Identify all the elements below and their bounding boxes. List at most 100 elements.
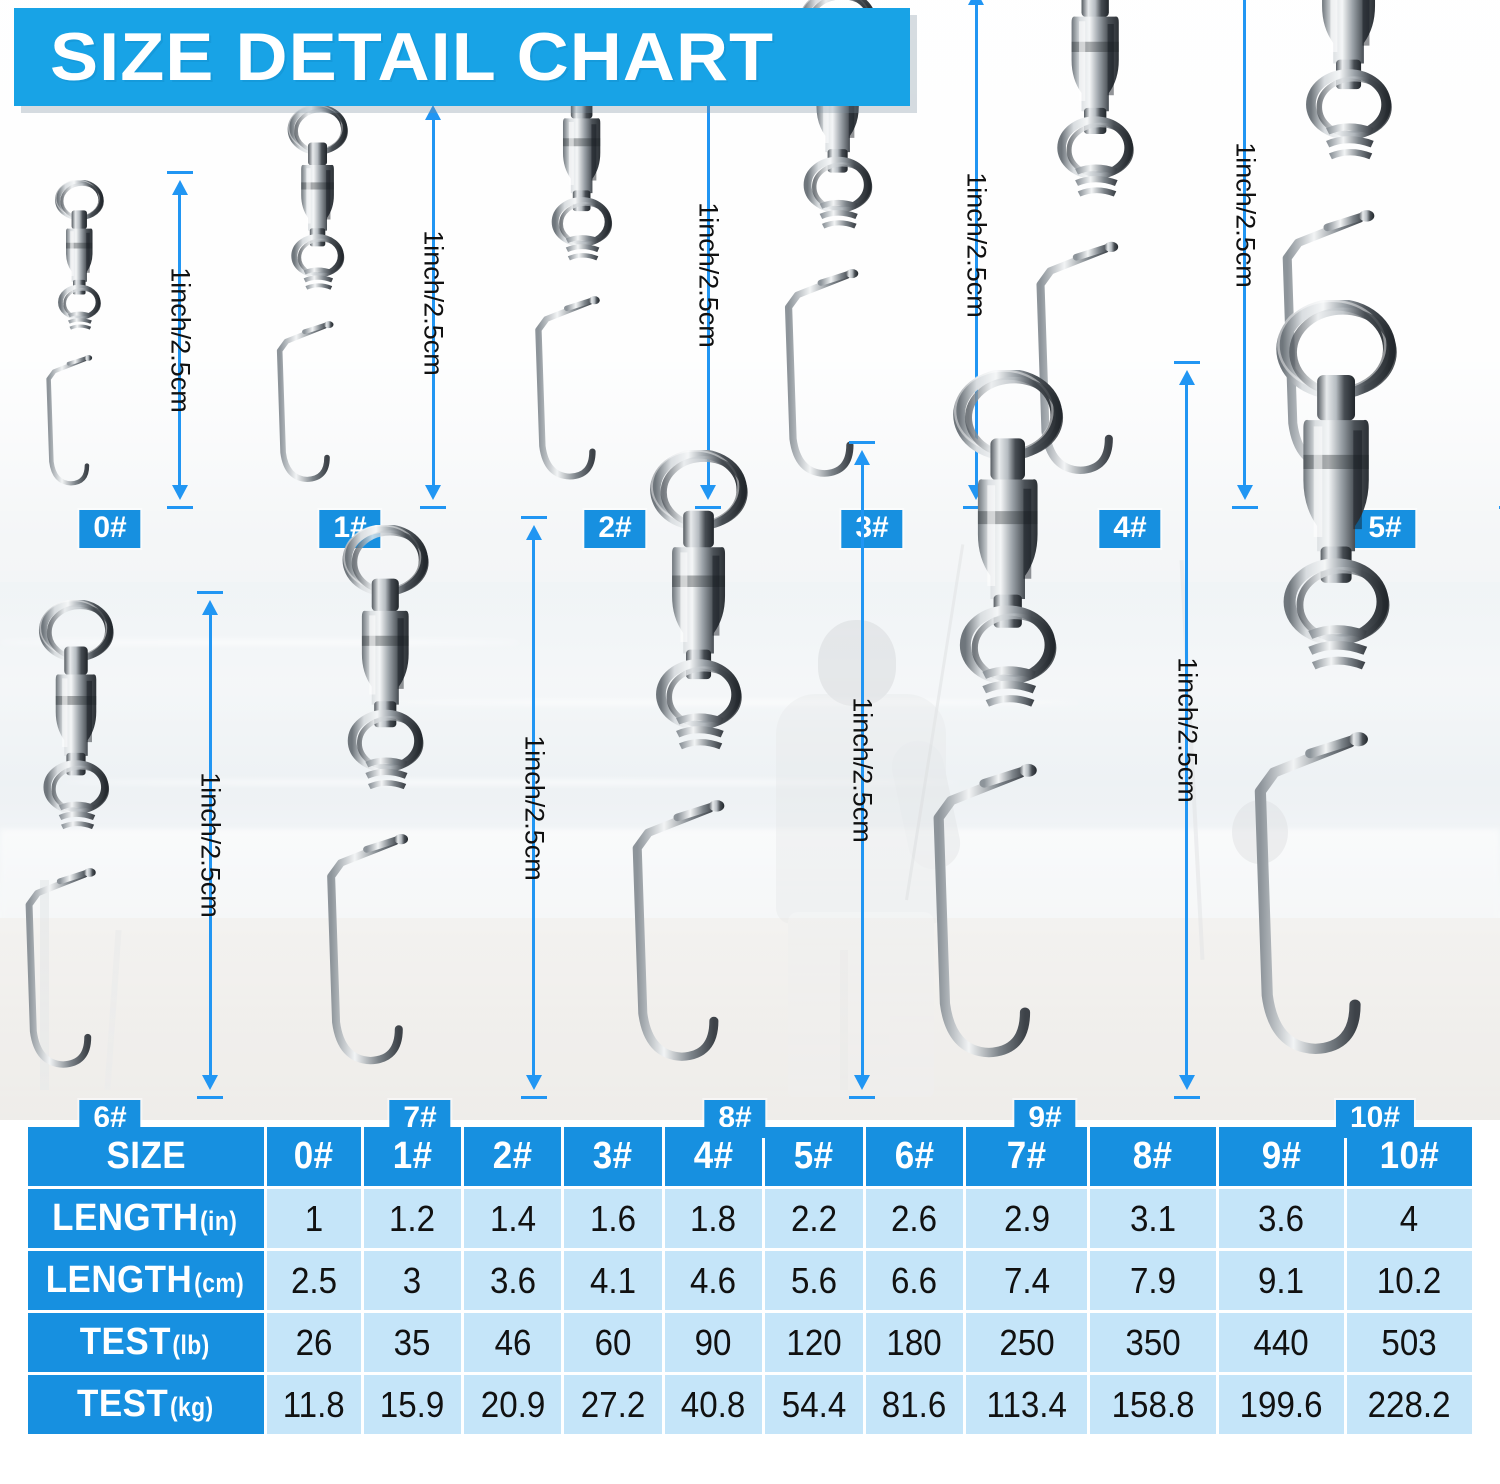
table-cell: 1.4 <box>464 1189 562 1248</box>
fishing-swivel-snap-illustration <box>890 370 1149 1090</box>
table-cell: 158.8 <box>1090 1375 1216 1434</box>
arrowhead-up-icon <box>171 180 188 195</box>
dimension-arrow: 1inch/2.5cm <box>160 171 200 509</box>
table-cell: 7.4 <box>965 1251 1088 1310</box>
fishing-swivel-snap-illustration <box>253 105 395 500</box>
table-cell: 228.2 <box>1346 1375 1472 1434</box>
dimension-arrow: 1inch/2.5cm <box>190 591 230 1099</box>
dimension-line <box>431 112 435 493</box>
dimension-label: 1inch/2.5cm <box>961 172 992 318</box>
product-size-item: 1inch/2.5cm 8# <box>605 441 878 1138</box>
dimension-arrow: 1inch/2.5cm <box>1225 0 1265 509</box>
fishing-swivel-snap-illustration <box>594 450 824 1090</box>
dimension-line <box>706 57 710 493</box>
page-title-banner: SIZE DETAIL CHART <box>14 8 910 106</box>
table-cell: 440 <box>1218 1313 1344 1372</box>
size-badge: 5# <box>1354 509 1416 548</box>
dimension-tick-bottom <box>1231 506 1258 509</box>
dimension-arrow: 1inch/2.5cm <box>514 516 554 1099</box>
dimension-line <box>974 0 978 493</box>
dimension-tick-top <box>197 591 223 594</box>
arrowhead-down-icon <box>1178 1075 1195 1090</box>
dimension-tick-bottom <box>420 506 446 509</box>
dimension-line <box>860 457 864 1083</box>
fishing-swivel-snap-illustration <box>1002 0 1207 500</box>
table-row: LENGTH(in) 1 1.2 1.4 1.6 1.8 2.2 2.6 2.9 3.1 3.6 4 <box>28 1189 1472 1248</box>
arrowhead-up-icon <box>1178 370 1195 385</box>
table-cell: 26 <box>267 1313 361 1372</box>
dimension-tick-top <box>849 441 875 444</box>
table-cell: 503 <box>1346 1313 1472 1372</box>
dimension-line <box>1185 377 1188 1083</box>
size-badge: 4# <box>1099 509 1161 548</box>
table-cell: 113.4 <box>965 1375 1088 1434</box>
table-row: TEST(kg) 11.8 15.9 20.9 27.2 40.8 54.4 81.6 113.… <box>28 1375 1472 1434</box>
size-badge: 0# <box>79 509 141 548</box>
table-cell: 60 <box>564 1313 662 1372</box>
table-cell: 11.8 <box>267 1375 361 1434</box>
table-cell: 250 <box>965 1313 1088 1372</box>
table-cell: 54.4 <box>765 1375 863 1434</box>
dimension-tick-bottom <box>197 1096 223 1099</box>
arrowhead-down-icon <box>171 485 188 500</box>
fishing-swivel-snap-illustration <box>508 50 670 500</box>
dimension-label: 1inch/2.5cm <box>418 229 449 376</box>
table-cell: 40.8 <box>664 1375 763 1434</box>
table-cell: 9.1 <box>1218 1251 1344 1310</box>
arrowhead-up-icon <box>854 450 870 465</box>
dimension-tick-bottom <box>849 1096 875 1099</box>
table-body: SIZE 0# 1# 2# 3# 4# 5# 6# 7# 8# 9# 10# LENGTH(in) 1 1.… <box>28 1127 1472 1434</box>
column-header-size: 5# <box>765 1127 863 1186</box>
table-row: SIZE 0# 1# 2# 3# 4# 5# 6# 7# 8# 9# 10# <box>28 1127 1472 1186</box>
dimension-arrow: 1inch/2.5cm <box>1167 361 1207 1099</box>
product-size-item: 1inch/2.5cm 0# <box>0 171 240 548</box>
column-header-size: 1# <box>363 1127 462 1186</box>
dimension-tick-top <box>166 171 193 174</box>
row-label: LENGTH(cm) <box>28 1251 264 1310</box>
table-row: TEST(lb) 26 35 46 60 90 120 180 250 350 440 503 <box>28 1313 1472 1372</box>
table-cell: 199.6 <box>1218 1375 1344 1434</box>
table-cell: 46 <box>464 1313 562 1372</box>
column-header-size: 3# <box>564 1127 662 1186</box>
table-cell: 2.6 <box>865 1189 963 1248</box>
table-cell: 2.5 <box>267 1251 361 1310</box>
table-cell: 2.2 <box>765 1189 863 1248</box>
row-label: TEST(kg) <box>28 1375 264 1434</box>
table-cell: 6.6 <box>865 1251 963 1310</box>
table-cell: 4.6 <box>664 1251 763 1310</box>
dimension-line <box>1243 0 1246 493</box>
table-cell: 35 <box>363 1313 462 1372</box>
table-cell: 350 <box>1090 1313 1216 1372</box>
dimension-label: 1inch/2.5cm <box>847 697 878 843</box>
dimension-label: 1inch/2.5cm <box>195 772 226 918</box>
table-cell: 2.9 <box>965 1189 1088 1248</box>
table-row: LENGTH(cm) 2.5 3 3.6 4.1 4.6 5.6 6.6 7.4 7.9 9.1 10… <box>28 1251 1472 1310</box>
table-cell: 90 <box>664 1313 763 1372</box>
column-header-size: 4# <box>664 1127 763 1186</box>
dimension-tick-top <box>1173 361 1200 364</box>
dimension-tick-bottom <box>963 506 989 509</box>
table-cell: 3.6 <box>464 1251 562 1310</box>
product-size-item: 1inch/2.5cm 7# <box>290 516 550 1138</box>
page-title: SIZE DETAIL CHART <box>50 19 775 95</box>
column-header-size: 7# <box>965 1127 1088 1186</box>
table-cell: 3.6 <box>1218 1189 1344 1248</box>
fishing-swivel-snap-illustration <box>293 525 496 1090</box>
table-cell: 20.9 <box>464 1375 562 1434</box>
size-badge: 2# <box>584 509 646 548</box>
column-header-size: 6# <box>865 1127 963 1186</box>
column-header-size: 10# <box>1346 1127 1472 1186</box>
fishing-swivel-snap-illustration <box>0 600 172 1090</box>
dimension-tick-bottom <box>695 506 721 509</box>
table-cell: 3.1 <box>1090 1189 1216 1248</box>
table-cell: 81.6 <box>865 1375 963 1434</box>
row-label: TEST(lb) <box>28 1313 264 1372</box>
arrowhead-up-icon <box>202 600 218 615</box>
product-size-gallery: 1inch/2.5cm 0# <box>0 0 1500 1138</box>
dimension-tick-bottom <box>166 506 193 509</box>
arrowhead-down-icon <box>425 485 441 500</box>
arrowhead-up-icon <box>525 525 542 540</box>
arrowhead-down-icon <box>1236 485 1253 500</box>
fishing-swivel-snap-illustration <box>1207 300 1491 1090</box>
table-cell: 180 <box>865 1313 963 1372</box>
